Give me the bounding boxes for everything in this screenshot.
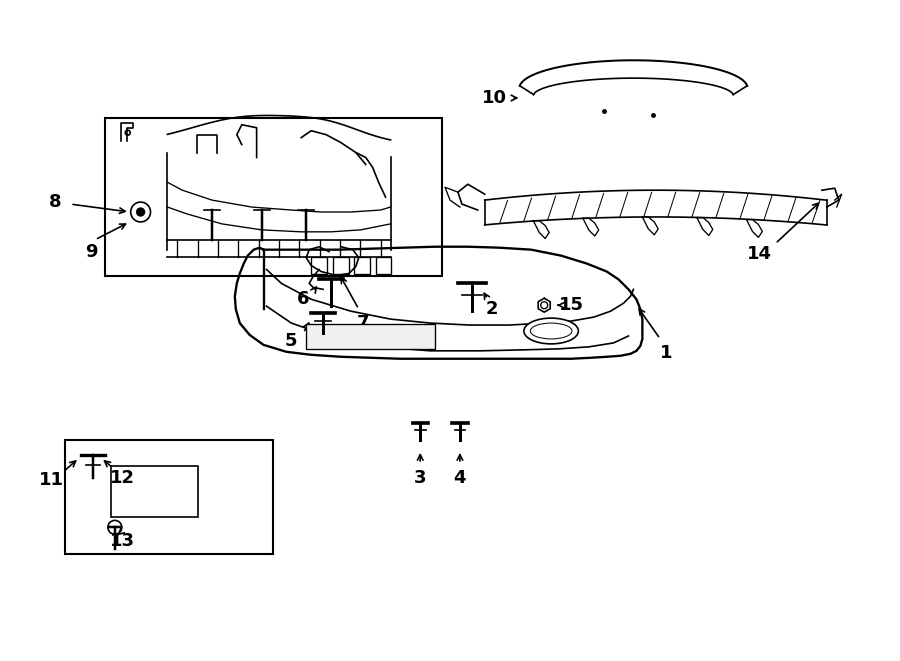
Bar: [111, 466, 198, 518]
Bar: [306, 324, 435, 349]
Text: 13: 13: [111, 532, 135, 550]
Text: 1: 1: [660, 344, 672, 362]
Bar: [311, 256, 327, 274]
Circle shape: [137, 208, 145, 216]
Text: 11: 11: [39, 471, 64, 488]
Bar: [333, 256, 348, 274]
Text: 8: 8: [49, 193, 62, 211]
Text: 2: 2: [485, 300, 498, 318]
Bar: [105, 118, 442, 276]
Text: 3: 3: [414, 469, 427, 486]
Ellipse shape: [530, 323, 572, 339]
Text: 6: 6: [297, 290, 310, 308]
Text: 14: 14: [747, 245, 772, 262]
Bar: [354, 256, 370, 274]
Bar: [375, 256, 392, 274]
Text: 4: 4: [454, 469, 466, 486]
Text: 9: 9: [85, 243, 97, 260]
Text: 15: 15: [559, 296, 583, 314]
Text: 7: 7: [356, 314, 369, 332]
Text: 5: 5: [285, 332, 298, 350]
Text: 12: 12: [111, 469, 135, 486]
Text: 10: 10: [482, 89, 507, 107]
Ellipse shape: [524, 318, 579, 344]
Bar: [66, 440, 274, 554]
